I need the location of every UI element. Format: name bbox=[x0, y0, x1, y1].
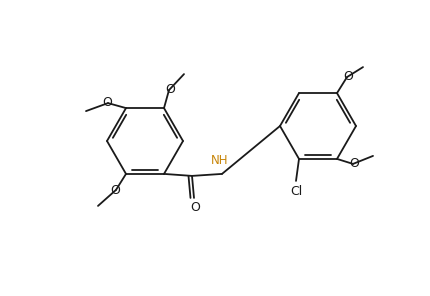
Text: Cl: Cl bbox=[290, 185, 302, 198]
Text: O: O bbox=[102, 96, 112, 109]
Text: O: O bbox=[190, 201, 200, 214]
Text: O: O bbox=[110, 184, 120, 197]
Text: O: O bbox=[165, 83, 175, 96]
Text: O: O bbox=[349, 157, 359, 170]
Text: O: O bbox=[343, 70, 353, 83]
Text: NH: NH bbox=[211, 154, 229, 167]
